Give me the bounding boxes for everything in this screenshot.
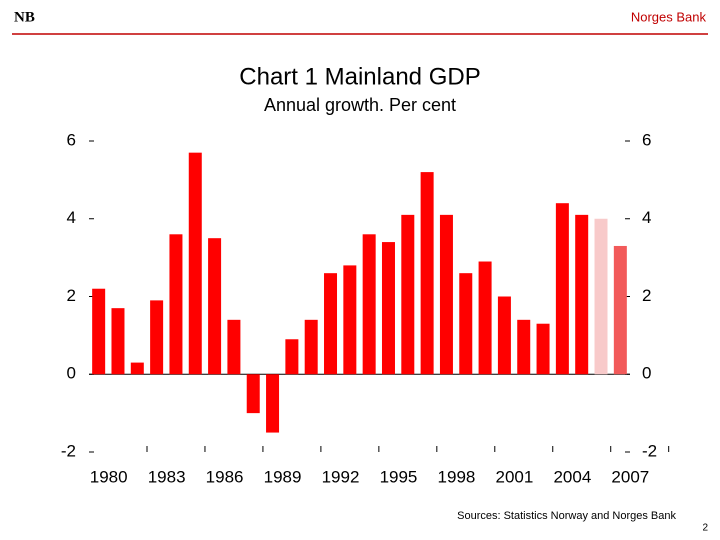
chart-subtitle: Annual growth. Per cent bbox=[264, 95, 456, 115]
x-tick-label: 1998 bbox=[438, 467, 476, 486]
y2-tick-label: 6 bbox=[642, 130, 651, 149]
bar bbox=[575, 214, 589, 375]
bar bbox=[401, 214, 415, 375]
x-tick-label: 1983 bbox=[148, 467, 186, 486]
bar bbox=[517, 319, 531, 375]
bar bbox=[304, 319, 318, 375]
y2-tick-label: 4 bbox=[642, 208, 651, 227]
x-tick-label: 1992 bbox=[322, 467, 360, 486]
bar bbox=[246, 374, 260, 414]
bar bbox=[343, 265, 357, 375]
sources: Sources: Statistics Norway and Norges Ba… bbox=[457, 510, 676, 522]
x-tick-label: 1986 bbox=[206, 467, 244, 486]
x-tick-label: 2001 bbox=[495, 467, 533, 486]
y-tick-label: -2 bbox=[61, 441, 76, 460]
bar bbox=[439, 214, 453, 375]
bar bbox=[130, 362, 144, 375]
y-tick-label: 0 bbox=[67, 364, 76, 383]
bar bbox=[266, 374, 280, 433]
bar bbox=[497, 296, 511, 375]
bar bbox=[324, 273, 338, 375]
bar bbox=[208, 238, 222, 375]
bar bbox=[555, 203, 569, 375]
bar bbox=[613, 245, 627, 375]
page-number: 2 bbox=[702, 523, 708, 534]
bar bbox=[111, 308, 125, 375]
bar bbox=[420, 172, 434, 375]
bar bbox=[169, 234, 183, 375]
organization: Norges Bank bbox=[631, 9, 707, 24]
bar bbox=[478, 261, 492, 375]
bar bbox=[227, 319, 241, 375]
bar bbox=[150, 300, 164, 375]
y-tick-label: 6 bbox=[67, 130, 76, 149]
bar bbox=[188, 152, 202, 375]
bar bbox=[381, 242, 395, 375]
x-tick-label: 1989 bbox=[264, 467, 302, 486]
y2-tick-label: 0 bbox=[642, 364, 651, 383]
bar bbox=[459, 273, 473, 375]
x-tick-label: 2004 bbox=[553, 467, 591, 486]
y2-tick-label: 2 bbox=[642, 286, 651, 305]
bar bbox=[285, 339, 299, 375]
x-tick-label: 1980 bbox=[90, 467, 128, 486]
y-tick-label: 2 bbox=[67, 286, 76, 305]
y-tick-label: 4 bbox=[67, 208, 76, 227]
logo: NB bbox=[14, 9, 35, 25]
chart-title: Chart 1 Mainland GDP bbox=[239, 63, 480, 90]
bar bbox=[536, 323, 550, 375]
bar bbox=[594, 218, 608, 375]
x-tick-label: 2007 bbox=[611, 467, 649, 486]
x-tick-label: 1995 bbox=[380, 467, 418, 486]
bar bbox=[362, 234, 376, 375]
bar bbox=[92, 288, 106, 375]
y2-tick-label: -2 bbox=[642, 441, 657, 460]
